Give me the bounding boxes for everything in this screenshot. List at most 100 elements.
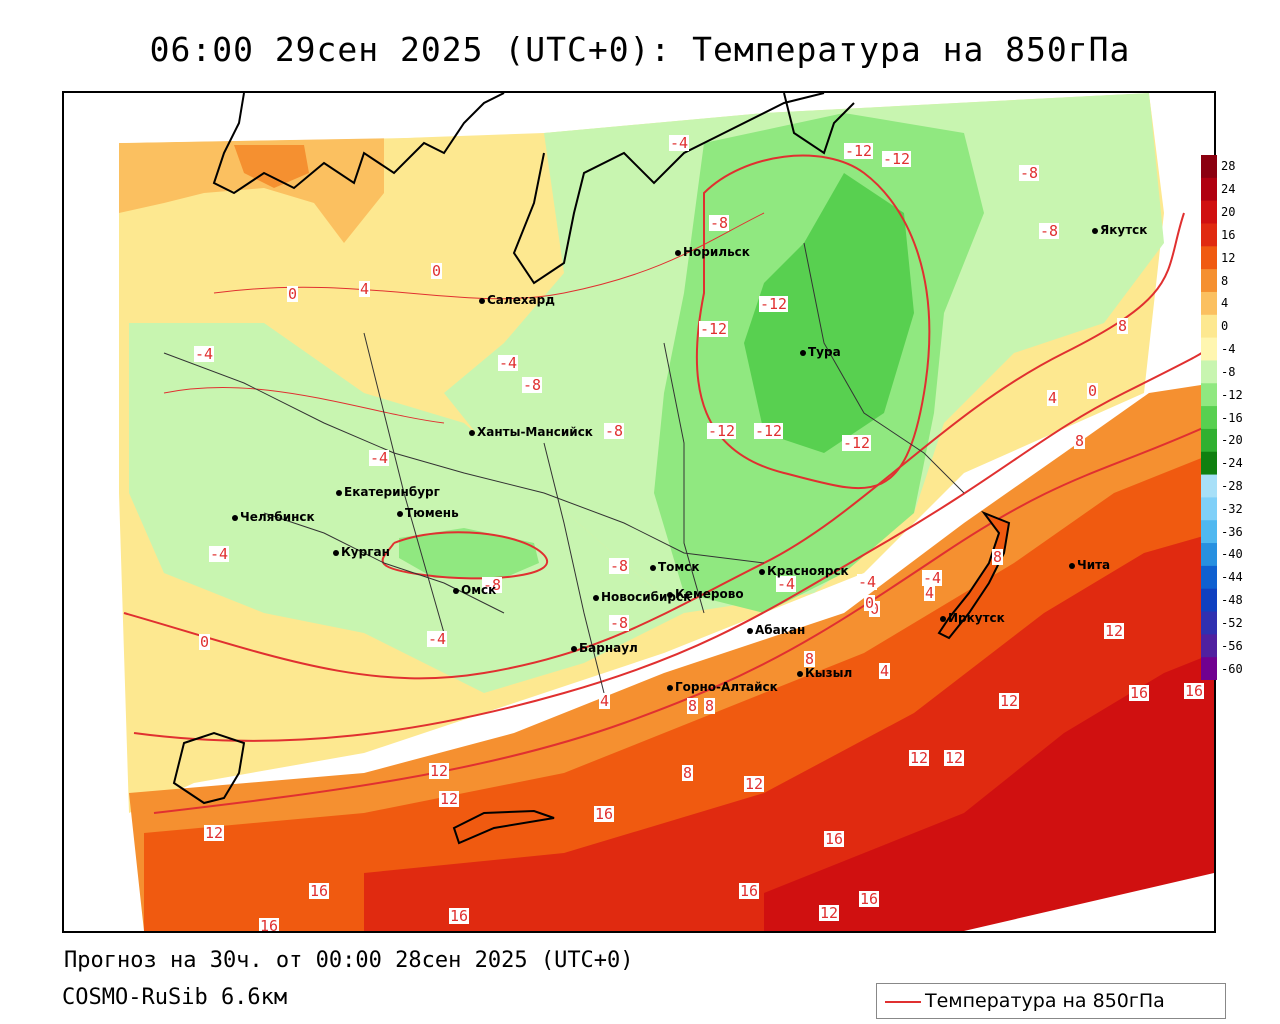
isotherm-value-label: 12 <box>439 790 460 808</box>
region-border <box>163 352 765 564</box>
zone-darkgreen-center <box>744 173 914 453</box>
city-label: Тура <box>800 345 841 359</box>
isotherm-value-label: 12 <box>429 762 450 780</box>
isotherm-value-label: 0 <box>199 633 211 651</box>
colorbar-segment <box>1201 155 1217 179</box>
isotherm-value-label: -12 <box>842 434 872 452</box>
legend-line-swatch <box>885 1001 921 1003</box>
isotherm-curve <box>153 422 1214 814</box>
colorbar-tick-label: -24 <box>1221 456 1243 471</box>
city-label: Омск <box>453 583 496 597</box>
city-dot-icon <box>940 615 946 622</box>
city-name: Кемерово <box>675 587 744 601</box>
city-label: Ханты-Мансийск <box>469 425 593 439</box>
isotherm-value-label: -12 <box>707 422 737 440</box>
city-name: Горно-Алтайск <box>675 680 778 694</box>
isotherm-value-label: -4 <box>369 449 390 467</box>
colorbar-segment <box>1201 177 1217 202</box>
isotherm-value-label: -8 <box>604 422 625 440</box>
zone-darkred-south <box>764 653 1214 931</box>
colorbar-tick-label: 16 <box>1221 227 1236 242</box>
lake-baikal <box>937 510 1011 640</box>
isotherm-value-label: 16 <box>859 890 880 908</box>
sea-outline <box>452 809 555 845</box>
city-dot-icon <box>667 684 673 691</box>
colorbar-tick-label: -52 <box>1221 615 1243 630</box>
city-name: Томск <box>658 560 700 574</box>
colorbar-segment <box>1201 657 1217 680</box>
colorbar-segment <box>1201 497 1217 521</box>
isotherm-value-label: -8 <box>609 614 630 632</box>
colorbar-tick-label: -16 <box>1221 410 1243 425</box>
isotherm-value-label: 12 <box>909 749 930 767</box>
colorbar-tick-label: 4 <box>1221 296 1229 311</box>
colorbar-tick-label: -60 <box>1221 661 1243 676</box>
colorbar-tick-label: 28 <box>1221 159 1236 174</box>
temperature-map[interactable]: -4 -12 -12 -8 -8 -8 -12 -12 -4 -4 -8 -12 -12 -8 -12 -4-… <box>62 91 1216 933</box>
isotherm-value-label: -4 <box>922 569 943 587</box>
isotherm-value-label: 0 <box>864 594 876 612</box>
isotherm-value-label: 4 <box>879 662 891 680</box>
coastline <box>783 93 855 155</box>
outside-domain-ne <box>1149 93 1214 203</box>
city-label: Салехард <box>479 293 555 307</box>
isotherm-value-label: 16 <box>1184 682 1205 700</box>
isotherm-value-label: 8 <box>687 697 699 715</box>
city-label: Чита <box>1069 558 1110 572</box>
isotherm-value-label: 0 <box>287 285 299 303</box>
city-dot-icon <box>333 549 339 556</box>
isotherm-value-label: -8 <box>609 557 630 575</box>
city-label: Кызыл <box>797 666 852 680</box>
colorbar-tick-label: -8 <box>1221 364 1236 379</box>
colorbar-segment <box>1201 246 1217 270</box>
city-dot-icon <box>397 510 403 517</box>
map-title: 06:00 29сен 2025 (UTC+0): Температура на… <box>149 30 1131 69</box>
city-label: Барнаул <box>571 641 638 655</box>
city-dot-icon <box>1069 562 1075 569</box>
isotherm-value-label: -4 <box>498 354 519 372</box>
colorbar-tick-label: 24 <box>1221 182 1236 197</box>
city-dot-icon <box>232 514 238 521</box>
colorbar-tick-label: 20 <box>1221 205 1236 220</box>
city-dot-icon <box>1092 227 1098 234</box>
isotherm-value-label: 0 <box>431 262 443 280</box>
model-info: COSMO-RuSib 6.6км <box>62 985 288 1010</box>
city-dot-icon <box>571 645 577 652</box>
city-name: Ханты-Мансийск <box>477 425 593 439</box>
forecast-info: Прогноз на 30ч. от 00:00 28сен 2025 (UTC… <box>64 948 634 973</box>
isotherm-value-label: -8 <box>1019 164 1040 182</box>
isotherm-value-label: -12 <box>882 150 912 168</box>
zone-orange-deep <box>234 145 309 188</box>
city-name: Екатеринбург <box>344 485 440 499</box>
city-label: Иркутск <box>940 611 1005 625</box>
isotherm-value-label: -4 <box>776 575 797 593</box>
city-label: Якутск <box>1092 223 1147 237</box>
city-dot-icon <box>759 568 765 575</box>
city-name: Чита <box>1077 558 1111 572</box>
city-dot-icon <box>453 587 459 594</box>
city-name: Барнаул <box>579 641 638 655</box>
isotherm-value-label: 12 <box>999 692 1020 710</box>
isotherm-value-label: -4 <box>669 134 690 152</box>
region-border <box>663 342 705 614</box>
isotherm-value-label: -8 <box>1039 222 1060 240</box>
isotherm-value-label: 4 <box>1047 389 1059 407</box>
legend-label: Температура на 850гПа <box>925 990 1165 1012</box>
city-label: Челябинск <box>232 510 315 524</box>
zone-green-omsk <box>399 528 539 578</box>
isotherm-value-label: 12 <box>204 824 225 842</box>
city-label: Томск <box>650 560 700 574</box>
colorbar-tick-label: -56 <box>1221 638 1243 653</box>
city-name: Омск <box>461 583 497 597</box>
zone-orange-north <box>119 138 384 243</box>
city-name: Норильск <box>683 245 750 259</box>
isotherm-value-label: 12 <box>944 749 965 767</box>
colorbar-segment <box>1201 314 1217 339</box>
isotherm-value-label: -8 <box>522 376 543 394</box>
isotherm-value-label: 8 <box>704 697 716 715</box>
colorbar-tick-label: -28 <box>1221 478 1243 493</box>
city-dot-icon <box>336 489 342 496</box>
isotherm-curve <box>133 342 1214 742</box>
sea-outline <box>172 731 246 805</box>
colorbar-tick-label: -36 <box>1221 524 1243 539</box>
